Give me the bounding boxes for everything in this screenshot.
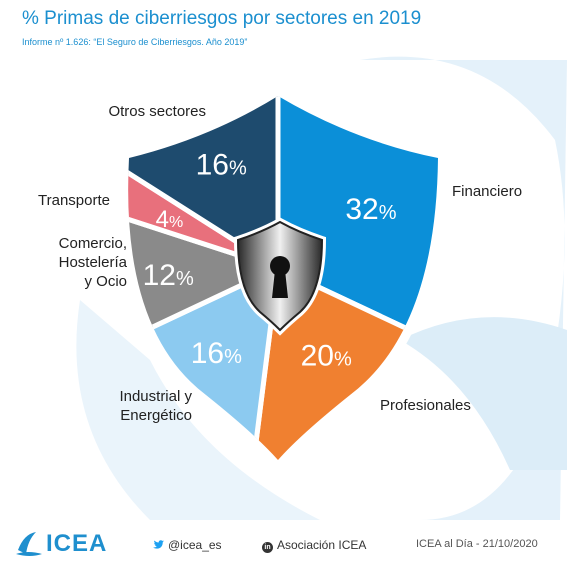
- twitter-link[interactable]: @icea_es: [152, 538, 222, 552]
- icea-logo: ICEA: [14, 528, 114, 562]
- slice-value-label-1: 32%: [345, 193, 396, 226]
- page-title: % Primas de ciberriesgos por sectores en…: [22, 8, 422, 29]
- logo-text: ICEA: [46, 530, 108, 557]
- slice-value-label-2: 20%: [301, 340, 352, 373]
- category-label-4: Comercio, Hostelería y Ocio: [59, 235, 128, 290]
- lock-emblem-icon: [233, 217, 327, 336]
- category-label-3: Industrial y Energético: [119, 388, 192, 424]
- page-subtitle: Informe nº 1.626: “El Seguro de Ciberrie…: [22, 37, 248, 47]
- linkedin-name: Asociación ICEA: [277, 538, 367, 552]
- twitter-icon: [153, 540, 164, 549]
- slice-value-label-3: 16%: [191, 337, 242, 370]
- publication-date: ICEA al Día - 21/10/2020: [416, 538, 538, 550]
- category-label-6: Otros sectores: [108, 103, 206, 120]
- linkedin-icon: in: [262, 542, 273, 553]
- category-label-5: Transporte: [38, 192, 110, 209]
- twitter-handle: @icea_es: [168, 538, 222, 552]
- slice-value-label-6: 16%: [196, 149, 247, 182]
- slice-value-label-5: 4%: [156, 206, 184, 233]
- category-label-2: Profesionales: [380, 397, 471, 414]
- slice-value-label-4: 12%: [143, 259, 194, 292]
- shield-pie-chart: 32% 20% 16% 12% 4% 16% Financiero Profesionale…: [38, 56, 567, 520]
- linkedin-link[interactable]: in Asociación ICEA: [262, 538, 366, 553]
- background-decoration: [76, 56, 567, 520]
- icea-logo-icon: [16, 532, 42, 556]
- category-label-1: Financiero: [452, 183, 522, 200]
- pie-slice-5: [128, 96, 280, 271]
- footer-bar: ICEA @icea_es in Asociación ICEA ICEA al …: [0, 520, 567, 567]
